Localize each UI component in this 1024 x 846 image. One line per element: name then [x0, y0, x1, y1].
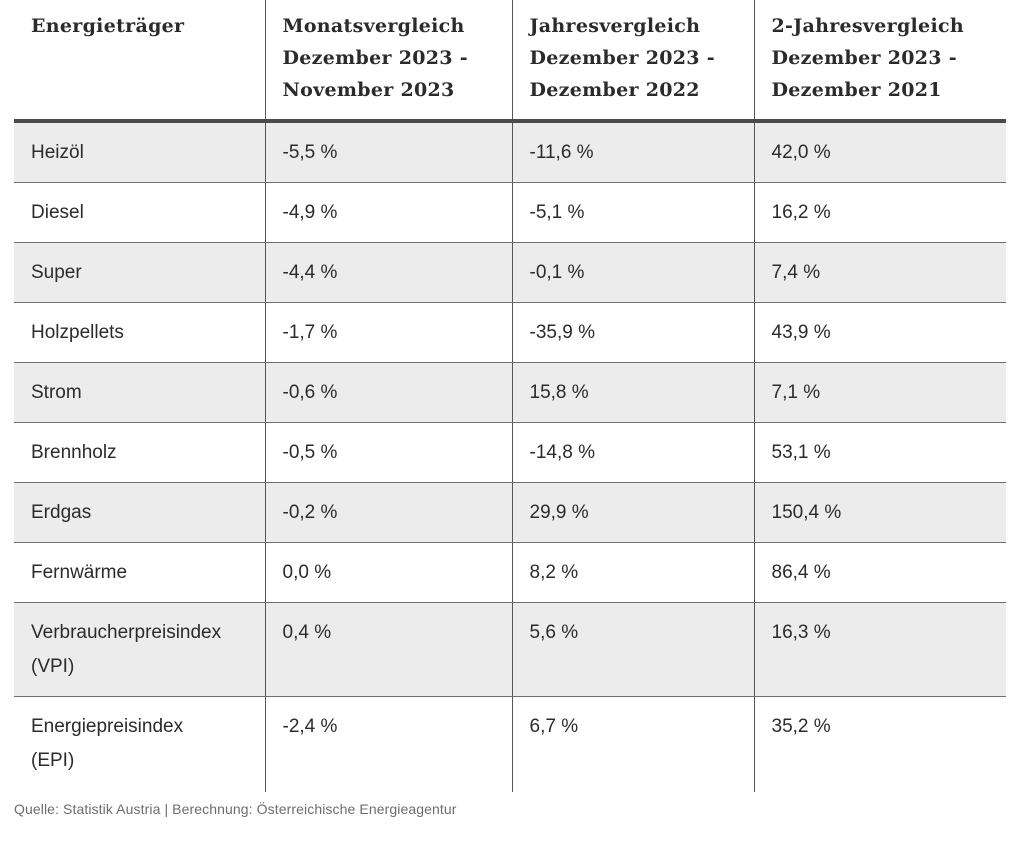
table-row: Strom -0,6 % 15,8 % 7,1 % — [14, 362, 1006, 423]
header-two-year-comparison: 2-Jahresvergleich Dezember 2023 - Dezemb… — [753, 0, 1006, 123]
cell-two-year-change: 35,2 % — [753, 696, 1006, 792]
header-line: Dezember 2021 — [771, 79, 942, 101]
cell-energy-carrier: Verbraucherpreisindex (VPI) — [14, 602, 265, 697]
cell-month-change: -0,2 % — [264, 482, 512, 543]
cell-year-change: -11,6 % — [511, 121, 754, 183]
cell-energy-carrier: Diesel — [14, 182, 265, 243]
header-row: Energieträger Monatsvergleich Dezember 2… — [14, 0, 1006, 123]
cell-year-change: 6,7 % — [511, 696, 754, 792]
energy-carrier-abbreviation: (VPI) — [31, 656, 75, 677]
header-year-comparison: Jahresvergleich Dezember 2023 - Dezember… — [511, 0, 754, 123]
table-row: Erdgas -0,2 % 29,9 % 150,4 % — [14, 482, 1006, 543]
cell-year-change: 8,2 % — [511, 542, 754, 603]
cell-month-change: -0,5 % — [264, 422, 512, 483]
table-row: Fernwärme 0,0 % 8,2 % 86,4 % — [14, 542, 1006, 603]
cell-energy-carrier: Erdgas — [14, 482, 265, 543]
cell-month-change: -4,9 % — [264, 182, 512, 243]
table-header: Energieträger Monatsvergleich Dezember 2… — [14, 0, 1006, 123]
energy-carrier-name: Energiepreisindex — [31, 716, 184, 737]
cell-energy-carrier: Strom — [14, 362, 265, 423]
cell-year-change: -14,8 % — [511, 422, 754, 483]
header-line: Dezember 2023 - — [529, 47, 715, 69]
cell-energy-carrier: Energiepreisindex (EPI) — [14, 697, 265, 793]
energy-price-table: Energieträger Monatsvergleich Dezember 2… — [14, 0, 1006, 792]
cell-two-year-change: 7,4 % — [753, 242, 1006, 303]
cell-energy-carrier: Holzpellets — [14, 302, 265, 363]
cell-two-year-change: 53,1 % — [753, 422, 1006, 483]
header-month-comparison: Monatsvergleich Dezember 2023 - November… — [264, 0, 512, 123]
table-body: Heizöl -5,5 % -11,6 % 42,0 % Diesel -4,9… — [14, 121, 1006, 792]
table-row: Holzpellets -1,7 % -35,9 % 43,9 % — [14, 302, 1006, 363]
table-row: Heizöl -5,5 % -11,6 % 42,0 % — [14, 121, 1006, 183]
cell-month-change: 0,0 % — [264, 542, 512, 603]
header-line: Dezember 2023 - — [282, 47, 468, 69]
table-row: Super -4,4 % -0,1 % 7,4 % — [14, 242, 1006, 303]
header-line: Dezember 2023 - — [771, 47, 957, 69]
cell-month-change: -0,6 % — [264, 362, 512, 423]
table-row: Brennholz -0,5 % -14,8 % 53,1 % — [14, 422, 1006, 483]
cell-two-year-change: 150,4 % — [753, 482, 1006, 543]
energy-price-table-container: Energieträger Monatsvergleich Dezember 2… — [14, 0, 1006, 792]
cell-month-change: -4,4 % — [264, 242, 512, 303]
header-energy-carrier: Energieträger — [14, 0, 265, 123]
energy-carrier-abbreviation: (EPI) — [31, 750, 75, 771]
cell-energy-carrier: Brennholz — [14, 422, 265, 483]
cell-two-year-change: 16,3 % — [753, 602, 1006, 697]
cell-two-year-change: 16,2 % — [753, 182, 1006, 243]
header-line: November 2023 — [282, 79, 455, 101]
cell-month-change: 0,4 % — [264, 602, 512, 697]
header-line: Monatsvergleich — [282, 15, 465, 37]
table-row: Energiepreisindex (EPI) -2,4 % 6,7 % 35,… — [14, 696, 1006, 793]
cell-two-year-change: 86,4 % — [753, 542, 1006, 603]
cell-month-change: -1,7 % — [264, 302, 512, 363]
cell-year-change: 29,9 % — [511, 482, 754, 543]
cell-year-change: -5,1 % — [511, 182, 754, 243]
cell-energy-carrier: Heizöl — [14, 121, 265, 183]
header-line: Dezember 2022 — [529, 79, 700, 101]
cell-two-year-change: 7,1 % — [753, 362, 1006, 423]
cell-energy-carrier: Fernwärme — [14, 542, 265, 603]
cell-year-change: -35,9 % — [511, 302, 754, 363]
cell-year-change: 15,8 % — [511, 362, 754, 423]
cell-energy-carrier: Super — [14, 242, 265, 303]
header-line: 2-Jahresvergleich — [771, 15, 964, 37]
table-row: Diesel -4,9 % -5,1 % 16,2 % — [14, 182, 1006, 243]
energy-carrier-name: Verbraucherpreisindex — [31, 622, 222, 643]
header-line: Jahresvergleich — [529, 15, 701, 37]
cell-year-change: 5,6 % — [511, 602, 754, 697]
cell-two-year-change: 43,9 % — [753, 302, 1006, 363]
cell-month-change: -5,5 % — [264, 121, 512, 183]
cell-year-change: -0,1 % — [511, 242, 754, 303]
table-row: Verbraucherpreisindex (VPI) 0,4 % 5,6 % … — [14, 602, 1006, 697]
cell-month-change: -2,4 % — [264, 696, 512, 792]
header-line: Energieträger — [31, 15, 185, 37]
source-note: Quelle: Statistik Austria | Berechnung: … — [14, 801, 457, 817]
cell-two-year-change: 42,0 % — [753, 121, 1006, 183]
